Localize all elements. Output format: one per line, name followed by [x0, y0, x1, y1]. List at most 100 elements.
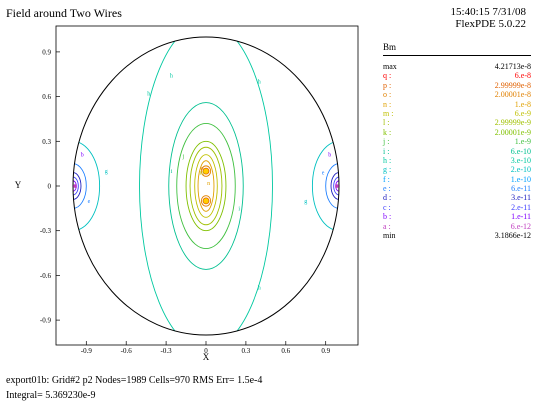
- legend-value-i: 6.e-10: [510, 146, 531, 156]
- y-tick-label-1: 0.6: [42, 93, 51, 101]
- legend-key-b: b :: [383, 212, 392, 222]
- wire-marker-2: [202, 197, 210, 205]
- contour-o-center-1: [200, 195, 212, 207]
- legend-key-p: p :: [383, 80, 392, 90]
- contour-n-center-2: [197, 160, 215, 212]
- legend-min-label: min: [383, 231, 396, 241]
- contour-label-0: m: [200, 171, 205, 177]
- x-axis-title: X: [203, 352, 210, 362]
- contour-e-right-10: [325, 163, 339, 209]
- x-tick-label-3: 0: [204, 347, 208, 355]
- legend-row-p: p : 2.99999e-8: [383, 81, 531, 90]
- legend-key-n: n :: [383, 99, 392, 109]
- side-minimum-left: [73, 184, 77, 188]
- domain-boundary: [72, 36, 340, 336]
- x-tick-label-1: -0.6: [121, 347, 133, 355]
- contour-label-5: i: [238, 206, 240, 212]
- contour-label-9: h: [258, 285, 261, 291]
- plot-frame: [55, 25, 359, 346]
- legend-row-k: k : 2.00001e-9: [383, 128, 531, 137]
- legend-value-d: 3.e-11: [511, 193, 531, 203]
- legend-row-j: j : 1.e-9: [383, 137, 531, 146]
- legend-value-c: 2.e-11: [511, 202, 531, 212]
- legend-row-b: b : 1.e-11: [383, 212, 531, 221]
- contour-label-16: a: [74, 184, 77, 190]
- y-tick-label-6: -0.9: [40, 317, 52, 325]
- legend-value-o: 2.00001e-8: [494, 90, 531, 100]
- contour-label-1: n: [207, 181, 210, 187]
- legend-key-c: c :: [383, 202, 391, 212]
- legend-levels: q : 6.e-8 p : 2.99999e-8 o : 2.00001e-8 n : 1.e…: [383, 71, 531, 231]
- legend-max-label: max: [383, 62, 397, 71]
- legend-value-f: 1.e-10: [510, 174, 531, 184]
- y-tick-label-4: -0.3: [40, 227, 52, 235]
- legend-key-q: q :: [383, 71, 392, 81]
- legend-key-k: k :: [383, 127, 392, 137]
- contour-label-6: h: [147, 92, 150, 98]
- legend-row-l: l : 2.99999e-9: [383, 118, 531, 127]
- y-tick-label-3: 0: [48, 183, 52, 191]
- legend-key-a: a :: [383, 221, 391, 231]
- legend-row-f: f : 1.e-10: [383, 175, 531, 184]
- legend-row-d: d : 3.e-11: [383, 193, 531, 202]
- run-summary: export01b: Grid#2 p2 Nodes=1989 Cells=97…: [6, 375, 263, 386]
- legend-key-h: h :: [383, 155, 392, 165]
- timestamp: 15:40:15 7/31/08 FlexPDE 5.0.22: [451, 6, 526, 30]
- legend-key-e: e :: [383, 184, 391, 194]
- legend-max-value: 4.21713e-8: [494, 62, 531, 71]
- legend-row-h: h : 3.e-10: [383, 156, 531, 165]
- y-tick-label-5: -0.6: [40, 272, 52, 280]
- time-date: 15:40:15 7/31/08: [450, 6, 526, 18]
- contour-label-2: o: [201, 166, 204, 172]
- contour-label-14: b: [81, 153, 84, 159]
- x-axis-ticks: -0.9 -0.6 -0.3 0 0.3 0.6 0.9: [81, 341, 331, 355]
- contour-j-center-6: [176, 122, 236, 250]
- contour-m-center-3: [194, 154, 218, 218]
- x-tick-label-0: -0.9: [81, 347, 93, 355]
- legend-row-a: a : 6.e-12: [383, 222, 531, 231]
- legend-row-e: e : 6.e-11: [383, 184, 531, 193]
- legend-value-m: 6.e-9: [514, 108, 531, 118]
- contour-label-3: j: [182, 154, 185, 160]
- contour-labels: mn o j i i h h h h g g e e b b a a: [74, 74, 338, 292]
- contour-label-8: h: [258, 80, 261, 86]
- contour-label-12: e: [88, 199, 91, 205]
- contour-label-17: a: [335, 184, 338, 190]
- x-tick-label-2: -0.3: [161, 347, 173, 355]
- legend-row-i: i : 6.e-10: [383, 147, 531, 156]
- legend-key-o: o :: [383, 90, 392, 100]
- legend-row-q: q : 6.e-8: [383, 71, 531, 80]
- legend-row-g: g : 2.e-10: [383, 165, 531, 174]
- integral-value: Integral= 5.369230e-9: [6, 390, 96, 401]
- contour-d-left-11: [73, 172, 82, 200]
- y-axis-title: Y: [15, 180, 22, 190]
- x-tick-label-5: 0.6: [281, 347, 290, 355]
- legend-value-k: 2.00001e-9: [494, 127, 531, 137]
- chart-title: Field around Two Wires: [6, 6, 122, 20]
- legend-min-value: 3.1866e-12: [494, 231, 531, 241]
- contour-label-10: g: [105, 169, 108, 175]
- legend-value-n: 1.e-8: [514, 99, 531, 109]
- x-tick-label-4: 0.3: [242, 347, 251, 355]
- wire-marker-1: [202, 167, 210, 175]
- legend-key-g: g :: [383, 165, 392, 175]
- legend-value-b: 1.e-11: [511, 212, 531, 222]
- contour-lines: [73, 37, 339, 335]
- legend-value-j: 1.e-9: [514, 137, 531, 147]
- legend-row-c: c : 2.e-11: [383, 203, 531, 212]
- legend-value-q: 6.e-8: [514, 71, 531, 81]
- wire-markers: [73, 167, 339, 205]
- y-tick-label-0: 0.9: [42, 48, 51, 56]
- legend-value-g: 2.e-10: [510, 165, 531, 175]
- contour-o-center-0: [200, 165, 212, 177]
- legend-title: Bm: [383, 42, 531, 56]
- legend-value-p: 2.99999e-8: [494, 80, 531, 90]
- legend-key-l: l :: [383, 118, 390, 128]
- y-axis-ticks: 0.9 0.6 0.3 0 -0.3 -0.6 -0.9: [40, 48, 60, 325]
- contour-k-center-5: [185, 140, 227, 232]
- legend-key-i: i :: [383, 146, 390, 156]
- legend-key-j: j :: [383, 137, 390, 147]
- legend-row-n: n : 1.e-8: [383, 100, 531, 109]
- side-minimum-right: [335, 184, 339, 188]
